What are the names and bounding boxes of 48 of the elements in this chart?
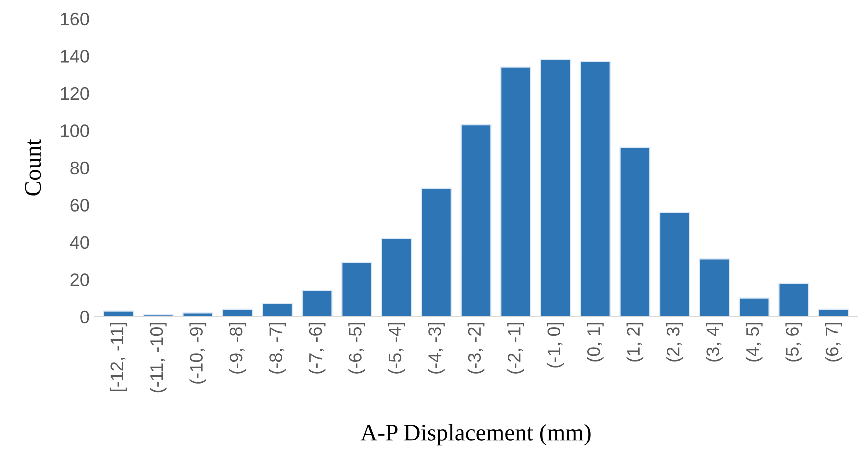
bar xyxy=(580,61,611,317)
bar xyxy=(738,298,770,317)
y-axis-title: Count xyxy=(25,139,42,196)
y-tick-label: 140 xyxy=(61,50,90,63)
bar xyxy=(500,66,532,317)
x-tick-label: (-3, -2] xyxy=(468,323,485,374)
x-tick-label: (1, 2] xyxy=(626,323,644,362)
x-tick-label: (-2, -1] xyxy=(508,323,524,374)
bar xyxy=(302,290,333,317)
bar xyxy=(421,188,452,317)
y-tick-label: 80 xyxy=(70,162,90,175)
bar xyxy=(342,262,373,317)
bar xyxy=(659,212,690,317)
x-tick-label: (4, 5] xyxy=(746,323,763,362)
bar xyxy=(182,312,214,317)
y-tick-label: 40 xyxy=(70,236,90,250)
y-tick-label: 20 xyxy=(70,274,90,286)
bar xyxy=(540,59,572,317)
y-tick-label: 120 xyxy=(61,87,90,100)
y-tick-label: 0 xyxy=(80,310,90,324)
bar xyxy=(620,146,651,317)
x-tick-label: [-12, -11] xyxy=(110,323,128,392)
y-tick-label: 60 xyxy=(70,199,90,212)
x-tick-label: (-10, -9] xyxy=(190,323,207,384)
x-tick-label: (-8, -7] xyxy=(269,323,286,374)
x-tick-label: (3, 4] xyxy=(706,323,724,362)
x-tick-label: (-1, 0] xyxy=(547,323,564,368)
bar xyxy=(381,238,412,317)
bar xyxy=(818,308,850,317)
x-axis-title: A-P Displacement (mm) xyxy=(360,424,591,446)
bar xyxy=(699,258,730,317)
x-tick-label: (6, 7] xyxy=(825,323,842,362)
x-tick-label: (-9, -8] xyxy=(229,323,246,374)
bar xyxy=(103,310,134,317)
x-tick-label: (-7, -6] xyxy=(308,323,326,374)
x-tick-label: (-5, -4] xyxy=(388,323,406,374)
x-tick-label: (-4, -3] xyxy=(428,323,445,374)
bar xyxy=(460,124,492,317)
bar xyxy=(778,282,810,317)
bar xyxy=(262,303,294,317)
x-tick-label: (5, 6] xyxy=(786,323,803,362)
x-tick-label: (2, 3] xyxy=(666,323,684,362)
bar xyxy=(222,308,254,317)
x-tick-label: (-6, -5] xyxy=(348,323,366,374)
x-tick-label: (-11, -10] xyxy=(150,323,167,393)
x-tick-label: (0, 1] xyxy=(587,323,604,362)
y-tick-label: 160 xyxy=(61,12,90,26)
y-tick-label: 100 xyxy=(61,124,90,138)
